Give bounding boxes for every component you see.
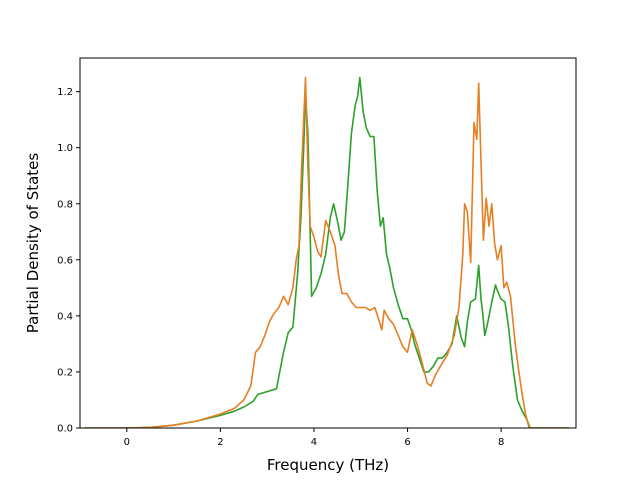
series-line-2 — [84, 76, 569, 428]
y-tick-label: 0.8 — [57, 199, 73, 210]
x-tick-label: 2 — [217, 437, 223, 448]
plot-lines — [84, 76, 569, 428]
x-tick-label: 8 — [498, 437, 504, 448]
series-line-1 — [84, 76, 569, 428]
x-tick-label: 4 — [311, 437, 317, 448]
y-tick-label: 0.4 — [57, 311, 73, 322]
y-axis-ticks: 0.0 0.2 0.4 0.6 0.8 1.0 1.2 — [57, 87, 80, 435]
plot-frame — [79, 57, 577, 429]
x-axis-label: Frequency (THz) — [267, 456, 389, 474]
x-axis-ticks: 0 2 4 6 8 — [124, 428, 504, 448]
x-tick-label: 0 — [124, 437, 130, 448]
y-tick-label: 1.0 — [57, 143, 73, 154]
x-tick-label: 6 — [404, 437, 410, 448]
y-tick-label: 0.6 — [57, 255, 73, 266]
y-axis-label: Partial Density of States — [24, 153, 42, 334]
y-tick-label: 0.2 — [57, 367, 73, 378]
y-tick-label: 0.0 — [57, 424, 73, 435]
y-tick-label: 1.2 — [57, 87, 73, 98]
